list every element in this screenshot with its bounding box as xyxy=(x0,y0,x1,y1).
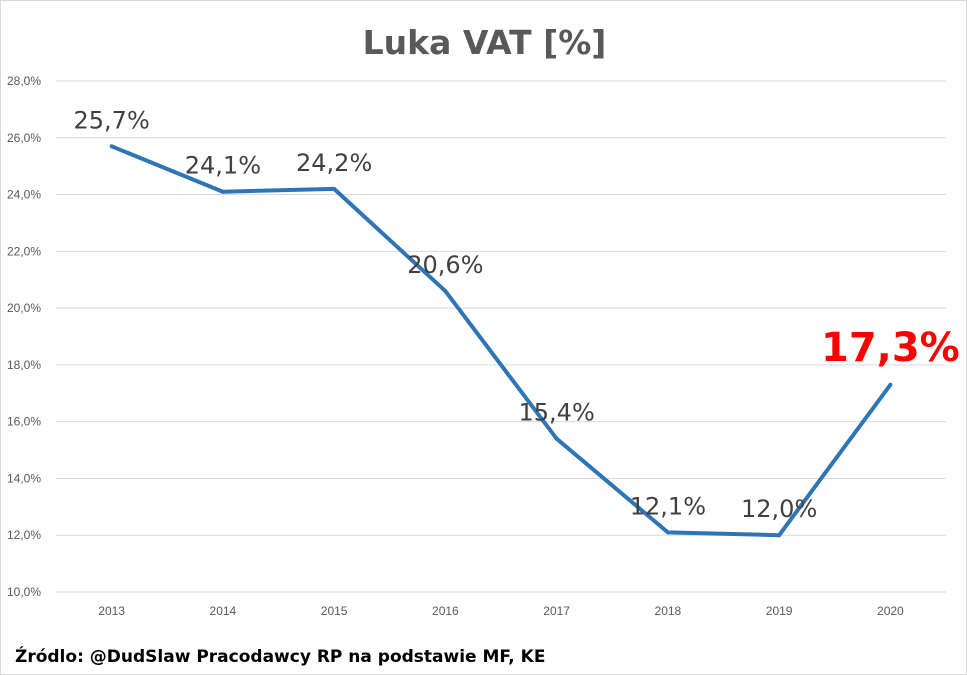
y-tick-label: 20,0% xyxy=(7,301,41,315)
y-tick-label: 10,0% xyxy=(7,585,41,599)
y-tick-label: 14,0% xyxy=(7,471,41,485)
series-line xyxy=(110,144,892,538)
data-point xyxy=(888,382,893,387)
y-tick-label: 16,0% xyxy=(7,415,41,429)
data-point xyxy=(554,436,559,441)
x-tick-label: 2018 xyxy=(655,604,682,618)
data-label: 12,0% xyxy=(741,495,817,523)
data-point xyxy=(777,533,782,538)
x-tick-label: 2015 xyxy=(321,604,348,618)
data-label: 15,4% xyxy=(519,399,595,427)
y-tick-label: 12,0% xyxy=(7,528,41,542)
chart-title: Luka VAT [%] xyxy=(362,23,607,62)
x-tick-label: 2016 xyxy=(432,604,459,618)
highlight-data-label: 17,3% xyxy=(821,325,960,371)
data-label: 24,2% xyxy=(296,149,372,177)
x-tick-label: 2017 xyxy=(543,604,570,618)
data-point xyxy=(443,289,448,294)
data-label: 24,1% xyxy=(185,152,261,180)
data-label: 20,6% xyxy=(407,251,483,279)
x-tick-label: 2019 xyxy=(766,604,793,618)
y-tick-label: 28,0% xyxy=(7,74,41,88)
y-tick-label: 26,0% xyxy=(7,131,41,145)
y-tick-label: 18,0% xyxy=(7,358,41,372)
x-tick-label: 2020 xyxy=(877,604,904,618)
data-label: 12,1% xyxy=(630,492,706,520)
data-point xyxy=(665,530,670,535)
data-point xyxy=(109,144,114,149)
x-tick-label: 2014 xyxy=(210,604,237,618)
data-point xyxy=(332,186,337,191)
x-tick-label: 2013 xyxy=(98,604,125,618)
data-label: 25,7% xyxy=(74,106,150,134)
y-tick-label: 22,0% xyxy=(7,244,41,258)
data-point xyxy=(220,189,225,194)
source-note: Źródlo: @DudSlaw Pracodawcy RP na podsta… xyxy=(15,647,546,667)
y-tick-label: 24,0% xyxy=(7,188,41,202)
